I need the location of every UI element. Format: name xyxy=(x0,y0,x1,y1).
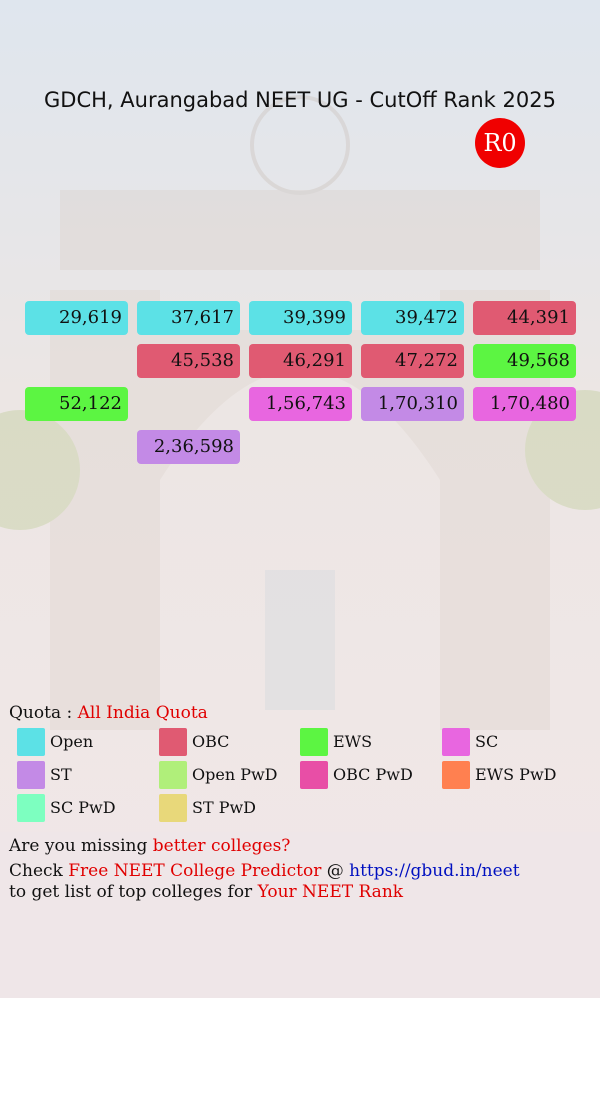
rank-cell: 52,122 xyxy=(25,387,128,421)
legend-label: OBC PwD xyxy=(333,765,413,784)
highlight: Your NEET Rank xyxy=(257,882,404,902)
legend-swatch xyxy=(159,728,187,756)
rank-cell: 39,399 xyxy=(249,301,352,335)
footer-line: Are you missing better colleges? xyxy=(9,836,290,856)
rank-cell: 1,70,310 xyxy=(361,387,464,421)
text: to get list of top colleges for xyxy=(9,882,253,902)
legend-swatch xyxy=(17,761,45,789)
highlight: Free NEET College Predictor xyxy=(68,861,322,881)
legend-label: SC PwD xyxy=(50,798,116,817)
title: GDCH, Aurangabad NEET UG - CutOff Rank 2… xyxy=(44,88,556,112)
rank-cell: 46,291 xyxy=(249,344,352,378)
legend-label: OBC xyxy=(192,732,230,751)
text: Check xyxy=(9,861,63,881)
legend-label: SC xyxy=(475,732,499,751)
highlight: better colleges? xyxy=(152,836,291,856)
text: @ xyxy=(326,861,344,881)
link[interactable]: https://gbud.in/neet xyxy=(349,861,520,881)
legend-swatch xyxy=(17,794,45,822)
rank-cell: 49,568 xyxy=(473,344,576,378)
building xyxy=(265,570,335,710)
legend-label: EWS PwD xyxy=(475,765,557,784)
gate-top xyxy=(60,190,540,270)
legend-swatch xyxy=(159,794,187,822)
legend-label: ST PwD xyxy=(192,798,257,817)
rank-cell: 39,472 xyxy=(361,301,464,335)
footer xyxy=(0,832,600,998)
tree xyxy=(0,410,80,530)
rank-cell: 29,619 xyxy=(25,301,128,335)
legend-label: ST xyxy=(50,765,72,784)
rank-cell: 44,391 xyxy=(473,301,576,335)
legend-swatch xyxy=(442,761,470,789)
quota: Quota : All India Quota xyxy=(9,703,208,723)
emblem xyxy=(250,95,350,195)
round-badge: R0 xyxy=(475,118,525,168)
legend-label: EWS xyxy=(333,732,373,751)
rank-cell: 2,36,598 xyxy=(137,430,240,464)
text: Are you missing xyxy=(9,836,148,856)
legend-swatch xyxy=(300,761,328,789)
footer-line: to get list of top colleges for Your NEE… xyxy=(9,882,403,902)
rank-cell: 1,56,743 xyxy=(249,387,352,421)
legend-swatch xyxy=(442,728,470,756)
legend-label: Open xyxy=(50,732,94,751)
rank-cell: 47,272 xyxy=(361,344,464,378)
quota-value: All India Quota xyxy=(77,703,208,723)
legend-swatch xyxy=(17,728,45,756)
legend-label: Open PwD xyxy=(192,765,278,784)
footer-line: Check Free NEET College Predictor @ http… xyxy=(9,861,520,881)
quota-label: Quota : xyxy=(9,703,73,723)
legend-swatch xyxy=(159,761,187,789)
rank-cell: 45,538 xyxy=(137,344,240,378)
rank-cell: 1,70,480 xyxy=(473,387,576,421)
legend-swatch xyxy=(300,728,328,756)
rank-cell: 37,617 xyxy=(137,301,240,335)
